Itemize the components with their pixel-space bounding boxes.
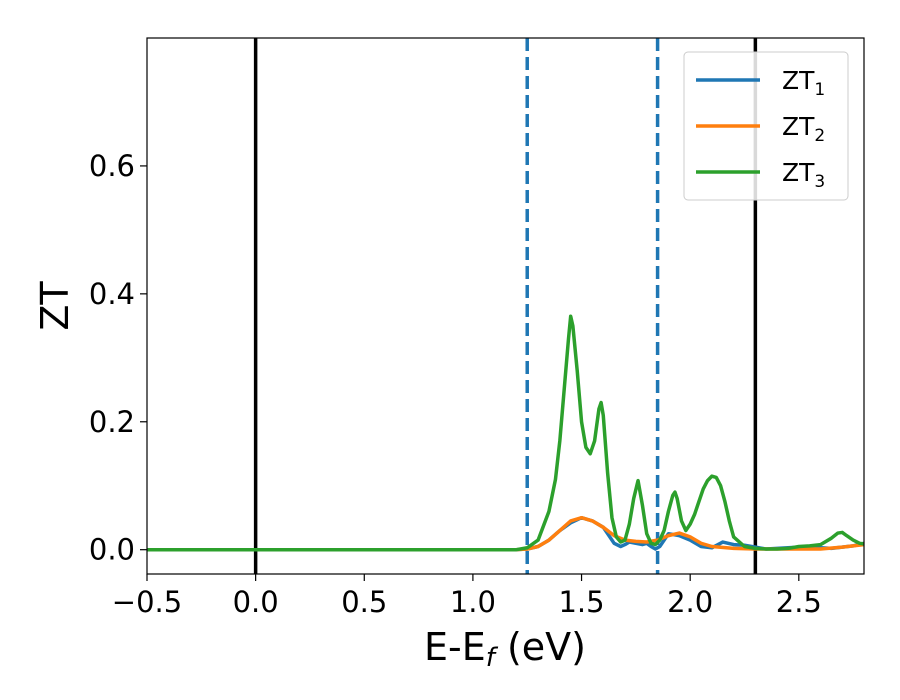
x-axis-title-unit: (eV) <box>495 625 586 669</box>
series-line-3 <box>147 314 864 552</box>
x-tick-label: 1.5 <box>558 585 604 619</box>
x-tick-label: 0.5 <box>341 585 387 619</box>
legend-box <box>683 51 849 201</box>
x-tick-label: −0.5 <box>112 585 182 619</box>
y-tick-label: 0.2 <box>89 405 135 439</box>
series-lines <box>147 314 864 552</box>
x-axis-title: E-Ef (eV) <box>424 625 586 673</box>
x-tick-label: 0.0 <box>233 585 279 619</box>
y-tick-label: 0.0 <box>89 533 135 567</box>
x-tick-label: 2.5 <box>776 585 822 619</box>
plot-frame <box>146 37 865 575</box>
reference-lines <box>253 38 758 574</box>
x-tick-label: 1.0 <box>450 585 496 619</box>
legend-label-3: ZT3 <box>782 158 825 192</box>
x-tick-label: 2.0 <box>667 585 713 619</box>
legend-label-2: ZT2 <box>782 112 825 146</box>
y-tick-label: 0.4 <box>89 277 135 311</box>
y-axis-title: ZT <box>33 281 77 331</box>
legend-label-1: ZT1 <box>782 66 825 100</box>
legend: ZT1 ZT2 ZT3 <box>683 51 849 201</box>
x-axis: −0.5 0.0 0.5 1.0 1.5 2.0 2.5 <box>112 574 822 619</box>
y-axis: 0.0 0.2 0.4 0.6 <box>89 149 147 567</box>
y-tick-label: 0.6 <box>89 149 135 183</box>
